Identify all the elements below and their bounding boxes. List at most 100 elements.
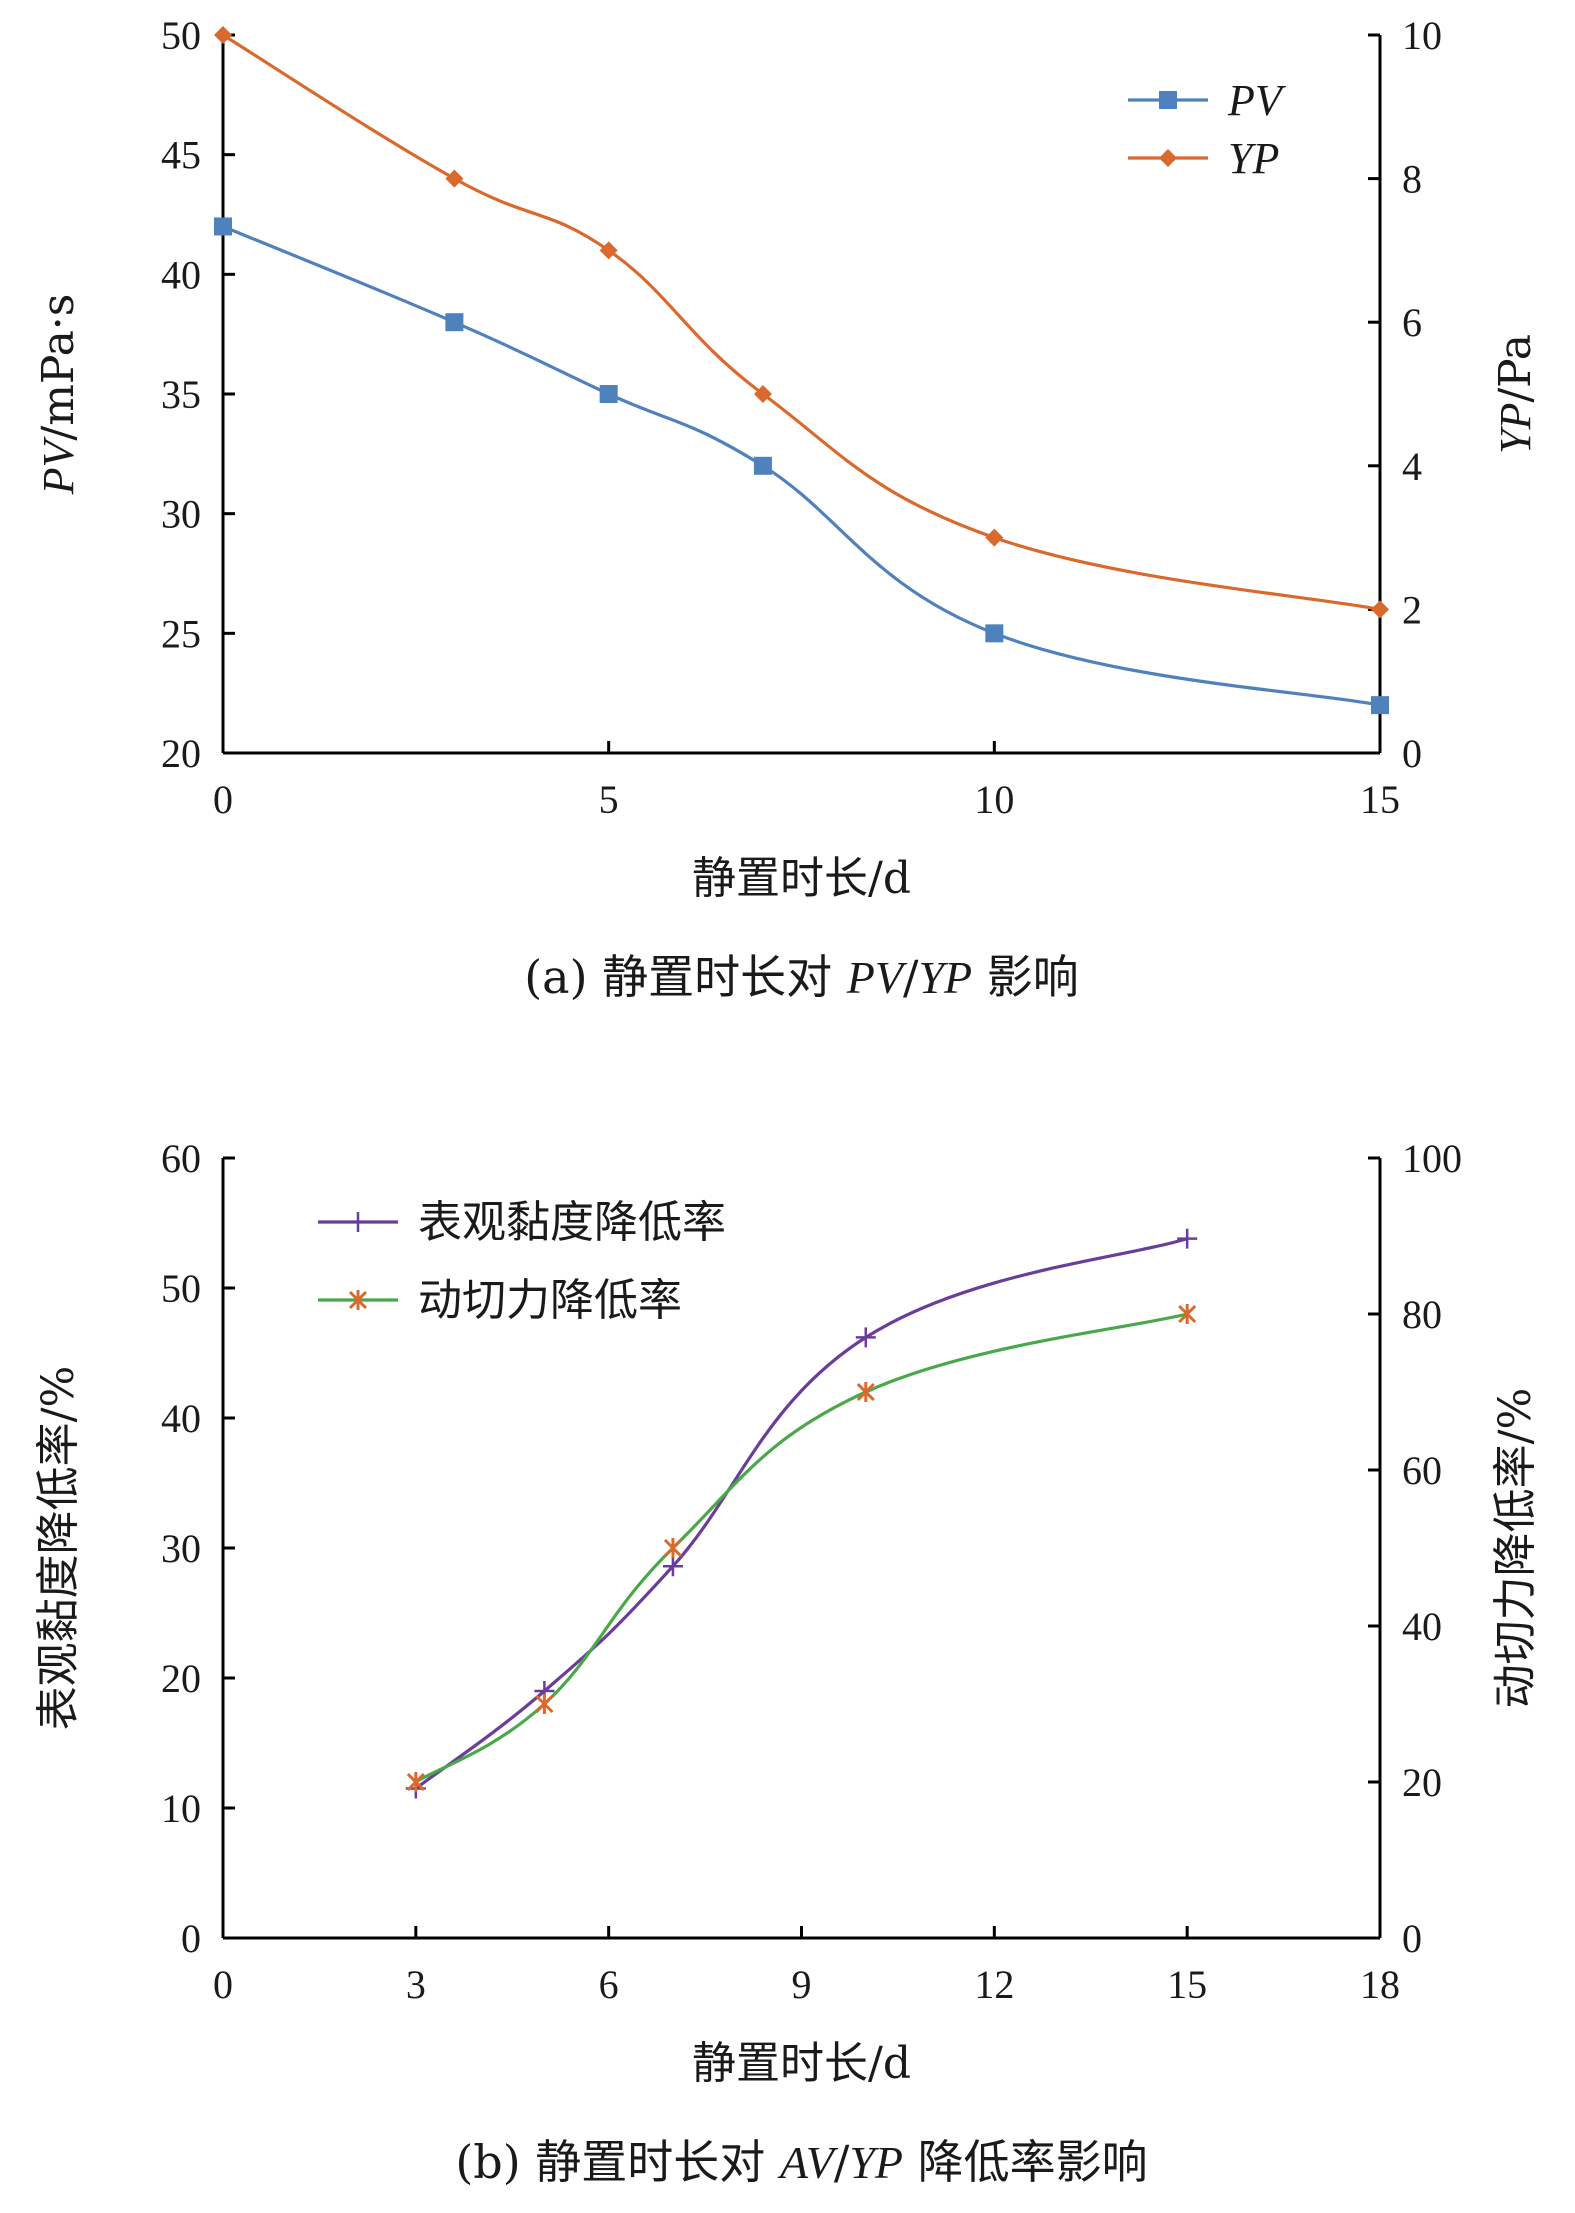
- data-point: [855, 1327, 876, 1348]
- right-y-tick-label: 10: [1402, 13, 1442, 58]
- data-point: [663, 1538, 683, 1558]
- series-line: [222, 33, 1381, 611]
- legend-marker: [1159, 91, 1177, 109]
- x-axis-title: 静置时长/d: [692, 2038, 911, 2089]
- x-tick-label: 0: [213, 777, 233, 822]
- data-point: [445, 313, 464, 332]
- right-y-tick-label: 0: [1402, 1916, 1422, 1961]
- data-point-shape: [599, 241, 618, 260]
- right-y-tick-label: 60: [1402, 1448, 1442, 1493]
- data-point: [535, 1694, 554, 1714]
- left-y-tick-label: 50: [161, 1266, 201, 1311]
- left-y-tick-label: 25: [161, 611, 201, 656]
- left-y-tick-label: 45: [161, 133, 201, 178]
- x-tick-label: 0: [213, 1962, 233, 2007]
- data-point-shape: [855, 1327, 876, 1348]
- chart-a-pv-yp: 0 5 10 15 20 25 30 35 40 45 50 0 2 4 6 8 10 静置时长/d PV/mPa·…: [33, 13, 1541, 1004]
- data-point-shape: [985, 624, 1004, 643]
- chart-b-reduction-rate: 0 3 6 9 12 15 180102030405060020406080100静置时长/…: [33, 1136, 1541, 2189]
- data-point-shape: [445, 313, 464, 332]
- legend-entry-1: 表观黏度降低率: [318, 1197, 726, 1248]
- legend-label: 动切力降低率: [418, 1275, 682, 1326]
- data-point: [985, 624, 1004, 643]
- x-tick-label: 9: [792, 1962, 812, 2007]
- series-line: [414, 1237, 1188, 1790]
- legend-marker: [348, 1212, 368, 1232]
- series-line: [222, 224, 1381, 707]
- data-point-shape: [985, 528, 1004, 547]
- left-y-tick-label: 60: [161, 1136, 201, 1181]
- x-tick-label: 18: [1360, 1962, 1400, 2007]
- right-y-axis-title: 动切力降低率/%: [1490, 1388, 1541, 1709]
- left-y-tick-label: 30: [161, 492, 201, 537]
- data-point-shape: [214, 26, 232, 44]
- data-point-shape: [1371, 600, 1389, 619]
- right-y-tick-label: 4: [1402, 444, 1422, 489]
- data-point-shape: [1178, 1304, 1197, 1324]
- data-point-shape: [662, 1556, 683, 1577]
- data-point: [753, 456, 772, 475]
- data-point: [406, 1772, 425, 1792]
- legend-marker-shape: [348, 1212, 368, 1232]
- data-point: [985, 528, 1004, 547]
- left-y-tick-label: 20: [161, 1656, 201, 1701]
- data-point: [1178, 1304, 1197, 1324]
- series-1: [214, 217, 1389, 715]
- right-y-tick-label: 0: [1402, 731, 1422, 776]
- data-point: [753, 385, 772, 403]
- left-y-tick-label: 30: [161, 1526, 201, 1571]
- series-2: [406, 1304, 1197, 1792]
- data-point: [856, 1382, 875, 1402]
- chart-caption: (b) 静置时长对 AV/YP 降低率影响: [455, 2135, 1147, 2189]
- x-tick-label: 10: [974, 777, 1014, 822]
- data-point: [662, 1556, 683, 1577]
- data-point: [1177, 1228, 1198, 1249]
- data-point-shape: [445, 169, 464, 188]
- data-point: [445, 169, 464, 188]
- data-point-shape: [1371, 696, 1389, 715]
- data-point-shape: [599, 385, 618, 403]
- legend-marker-shape: [348, 1290, 368, 1310]
- data-point: [599, 241, 618, 260]
- right-y-tick-label: 8: [1402, 157, 1422, 202]
- data-point-shape: [663, 1538, 683, 1558]
- series-2: [214, 26, 1389, 619]
- legend-marker: [348, 1290, 368, 1310]
- legend-entry-2: 动切力降低率: [318, 1275, 682, 1326]
- x-tick-label: 15: [1167, 1962, 1207, 2007]
- x-tick-label: 6: [599, 1962, 619, 2007]
- legend-label: PV: [1227, 76, 1287, 125]
- data-point-shape: [214, 217, 232, 236]
- left-y-tick-label: 40: [161, 252, 201, 297]
- data-point-shape: [856, 1382, 875, 1402]
- x-tick-label: 15: [1360, 777, 1400, 822]
- left-y-tick-label: 0: [181, 1916, 201, 1961]
- legend-marker-shape: [1159, 91, 1177, 109]
- data-point: [1371, 696, 1389, 715]
- data-point-shape: [406, 1772, 425, 1792]
- data-point-shape: [1177, 1228, 1198, 1249]
- legend-label: 表观黏度降低率: [418, 1197, 726, 1248]
- series-line: [415, 1312, 1188, 1784]
- right-y-tick-label: 80: [1402, 1292, 1442, 1337]
- right-y-axis-title: YP/Pa: [1490, 334, 1541, 454]
- right-y-tick-label: 2: [1402, 587, 1422, 632]
- chart-caption: (a) 静置时长对 PV/YP 影响: [524, 950, 1079, 1004]
- x-tick-label: 5: [599, 777, 619, 822]
- data-point: [1371, 600, 1389, 619]
- data-point: [214, 26, 232, 44]
- left-y-tick-label: 35: [161, 372, 201, 417]
- data-point: [599, 385, 618, 403]
- left-y-axis-title: 表观黏度降低率/%: [33, 1366, 84, 1731]
- legend-marker-shape: [1159, 149, 1177, 167]
- data-point-shape: [535, 1694, 554, 1714]
- right-y-tick-label: 6: [1402, 300, 1422, 345]
- left-y-axis-title: PV/mPa·s: [33, 294, 84, 496]
- legend-label: YP: [1228, 134, 1279, 183]
- legend-marker: [1159, 149, 1177, 167]
- data-point-shape: [753, 385, 772, 403]
- data-point: [214, 217, 232, 236]
- left-y-tick-label: 10: [161, 1786, 201, 1831]
- right-y-tick-label: 20: [1402, 1760, 1442, 1805]
